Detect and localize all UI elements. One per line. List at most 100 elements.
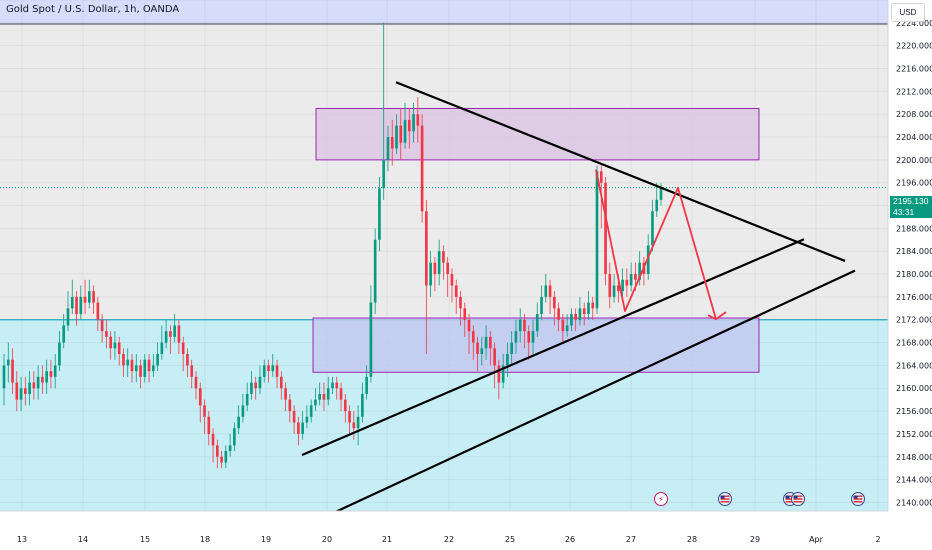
time-tick-label: 25 — [505, 535, 515, 544]
candle — [471, 325, 475, 360]
candle — [446, 256, 450, 297]
candle — [651, 199, 654, 252]
candle — [75, 291, 78, 326]
candle — [450, 268, 454, 303]
trend-line-1[interactable] — [395, 81, 846, 262]
lightning-event-icon[interactable]: ⚡ — [654, 492, 668, 506]
candle — [365, 365, 368, 400]
candle — [625, 268, 629, 297]
price-tick-label: 2216.000 — [896, 65, 932, 74]
time-axis[interactable] — [0, 511, 888, 550]
bar-countdown: 43:31 — [893, 207, 915, 217]
candle — [390, 119, 394, 166]
candle — [275, 359, 279, 389]
candle — [122, 348, 125, 377]
candle — [463, 302, 467, 337]
candles — [2, 22, 663, 469]
candle — [245, 382, 249, 412]
price-tick-label: 2188.000 — [896, 224, 932, 233]
candle — [254, 376, 258, 400]
time-axis-ticks: 13 14 15 18 19 20 21 22 25 26 27 28 29 Apr 2 — [17, 535, 881, 544]
candle — [2, 353, 6, 406]
candle — [527, 325, 531, 360]
candle — [181, 336, 185, 372]
candle — [322, 382, 326, 412]
trend-line-2[interactable] — [301, 238, 805, 457]
time-tick-label: 28 — [687, 535, 697, 544]
candle — [314, 388, 317, 412]
price-tick-label: 2176.000 — [896, 293, 932, 302]
currency-button[interactable]: USD — [891, 3, 925, 22]
price-projection-path[interactable] — [595, 169, 717, 320]
svg-text:US: US — [793, 495, 804, 504]
candle — [220, 451, 223, 469]
candle — [382, 22, 386, 200]
candle — [416, 97, 420, 143]
candle — [352, 411, 356, 440]
candle — [126, 348, 130, 377]
candle — [433, 256, 437, 292]
candle — [134, 353, 138, 383]
candle — [297, 416, 300, 446]
trend-line-3[interactable] — [334, 269, 856, 514]
candle — [574, 308, 577, 332]
candle — [386, 125, 390, 172]
candle — [361, 382, 364, 423]
candle — [476, 336, 479, 372]
candle — [156, 342, 159, 372]
last-price-label: 2195.130 43:31 — [890, 196, 932, 218]
candle — [638, 251, 641, 286]
candle — [412, 102, 415, 143]
candle — [544, 274, 548, 303]
candle — [595, 165, 599, 315]
candle — [531, 319, 535, 354]
candle — [480, 336, 484, 366]
candle — [203, 399, 206, 434]
time-tick-label: 19 — [261, 535, 271, 544]
candle — [548, 279, 552, 315]
price-tick-label: 2172.000 — [896, 316, 932, 325]
candle — [130, 353, 134, 383]
candle — [518, 308, 522, 343]
time-tick-label: 26 — [565, 535, 575, 544]
candle — [147, 353, 151, 383]
price-axis[interactable] — [888, 0, 932, 550]
time-tick-label: 14 — [78, 535, 88, 544]
candle — [484, 325, 488, 360]
candle — [540, 285, 543, 320]
candle — [83, 279, 87, 315]
candle — [177, 319, 181, 354]
price-tick-label: 2180.000 — [896, 270, 932, 279]
candle — [58, 331, 61, 372]
candle — [629, 262, 633, 292]
candle — [326, 376, 330, 406]
resistance-zone[interactable] — [315, 107, 760, 161]
trend-lines[interactable] — [301, 81, 856, 514]
candle — [88, 279, 91, 309]
candle — [582, 302, 586, 326]
candle — [36, 365, 40, 400]
candle — [228, 433, 232, 457]
candle — [211, 428, 215, 463]
candle — [612, 274, 616, 303]
candle — [262, 359, 266, 383]
candle — [437, 239, 441, 286]
candle — [557, 302, 560, 332]
candle — [79, 285, 83, 320]
us-flag-event-icon-4[interactable]: US — [851, 492, 865, 506]
candle — [331, 376, 334, 394]
time-tick-label: 29 — [750, 535, 760, 544]
price-tick-label: 2200.000 — [896, 156, 932, 165]
candle — [578, 296, 582, 326]
candle — [655, 182, 659, 217]
us-flag-event-icon-3[interactable]: US — [791, 492, 805, 506]
us-flag-event-icon-1[interactable]: US — [718, 492, 732, 506]
candle — [169, 325, 172, 354]
candle — [561, 314, 565, 343]
time-tick-label: 22 — [444, 535, 454, 544]
price-tick-label: 2168.000 — [896, 339, 932, 348]
candle — [70, 279, 74, 315]
price-tick-label: 2160.000 — [896, 384, 932, 393]
